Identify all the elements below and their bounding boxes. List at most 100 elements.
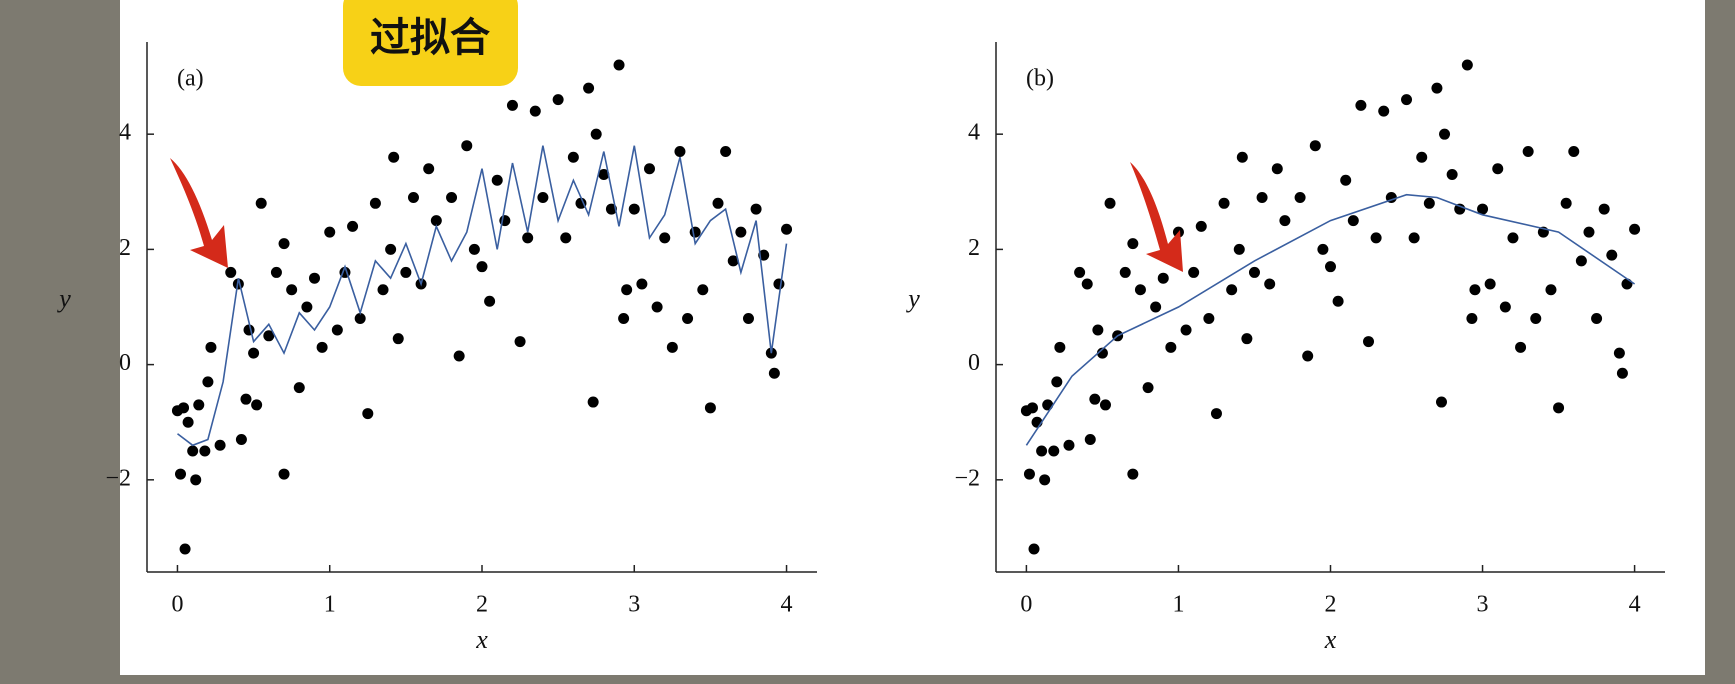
point — [430, 215, 442, 227]
point — [583, 82, 595, 94]
point — [567, 151, 579, 163]
point — [1598, 203, 1610, 215]
point — [251, 399, 263, 411]
point — [1279, 215, 1291, 227]
point — [1613, 347, 1625, 359]
point — [1606, 249, 1618, 261]
point — [618, 313, 630, 325]
point — [1188, 266, 1200, 278]
point — [1629, 223, 1641, 235]
point — [1439, 128, 1451, 140]
point — [697, 284, 709, 296]
point — [1099, 399, 1111, 411]
point — [263, 330, 275, 342]
point — [1150, 301, 1162, 313]
point — [613, 59, 625, 71]
point — [1127, 238, 1139, 250]
point — [720, 145, 732, 157]
point — [1241, 333, 1253, 345]
point — [1048, 445, 1060, 457]
point — [1340, 174, 1352, 186]
line — [177, 145, 788, 447]
point — [1545, 284, 1557, 296]
point — [1401, 94, 1413, 106]
point — [712, 197, 724, 209]
point — [255, 197, 267, 209]
point — [522, 232, 534, 244]
point — [1616, 367, 1628, 379]
point — [1180, 324, 1192, 336]
point — [514, 336, 526, 348]
x-tick-label: 3 — [1477, 592, 1489, 618]
point — [1248, 266, 1260, 278]
point — [293, 382, 305, 394]
point — [1363, 336, 1375, 348]
point — [590, 128, 602, 140]
point — [1469, 284, 1481, 296]
point — [1302, 350, 1314, 362]
point — [1332, 295, 1344, 307]
point — [1233, 243, 1245, 255]
x-tick-label: 2 — [1325, 592, 1337, 618]
point — [1309, 140, 1321, 152]
point — [1530, 313, 1542, 325]
point — [240, 393, 252, 405]
x-tick-label: 1 — [1172, 592, 1184, 618]
point — [178, 402, 190, 414]
point — [385, 243, 397, 255]
y-axis-label: y — [905, 284, 920, 313]
point — [461, 140, 473, 152]
point — [1492, 163, 1504, 175]
point — [742, 313, 754, 325]
point — [1477, 203, 1489, 215]
point — [1591, 313, 1603, 325]
point — [1096, 347, 1108, 359]
point — [1553, 402, 1565, 414]
point — [205, 341, 217, 353]
point — [727, 255, 739, 267]
point — [773, 278, 785, 290]
point — [1051, 376, 1063, 388]
point — [278, 468, 290, 480]
point — [182, 416, 194, 428]
x-tick-label: 0 — [171, 592, 183, 618]
point — [1081, 278, 1093, 290]
point — [1507, 232, 1519, 244]
point — [1515, 341, 1527, 353]
point — [1466, 313, 1478, 325]
point — [1039, 474, 1051, 486]
point — [199, 445, 211, 457]
point — [202, 376, 214, 388]
point — [175, 468, 186, 480]
point — [1036, 445, 1048, 457]
point — [1408, 232, 1420, 244]
point — [1621, 278, 1633, 290]
panel-label: (a) — [177, 66, 204, 92]
point — [529, 105, 541, 117]
point — [560, 232, 572, 244]
point — [1063, 439, 1075, 451]
point — [1583, 226, 1595, 238]
point — [331, 324, 343, 336]
point — [1092, 324, 1104, 336]
point — [1435, 396, 1447, 408]
point — [491, 174, 503, 186]
x-tick-label: 2 — [476, 592, 488, 618]
x-tick-label: 4 — [1629, 592, 1641, 618]
y-tick-label: 2 — [119, 235, 131, 261]
point — [537, 192, 549, 204]
point — [682, 313, 694, 325]
point — [704, 402, 716, 414]
point — [1370, 232, 1382, 244]
x-axis-label: x — [475, 625, 488, 654]
point — [1256, 192, 1268, 204]
point — [1560, 197, 1572, 209]
point — [453, 350, 465, 362]
point — [468, 243, 480, 255]
point — [621, 284, 633, 296]
point — [407, 192, 419, 204]
point — [1431, 82, 1443, 94]
point — [214, 439, 226, 451]
point — [324, 226, 336, 238]
